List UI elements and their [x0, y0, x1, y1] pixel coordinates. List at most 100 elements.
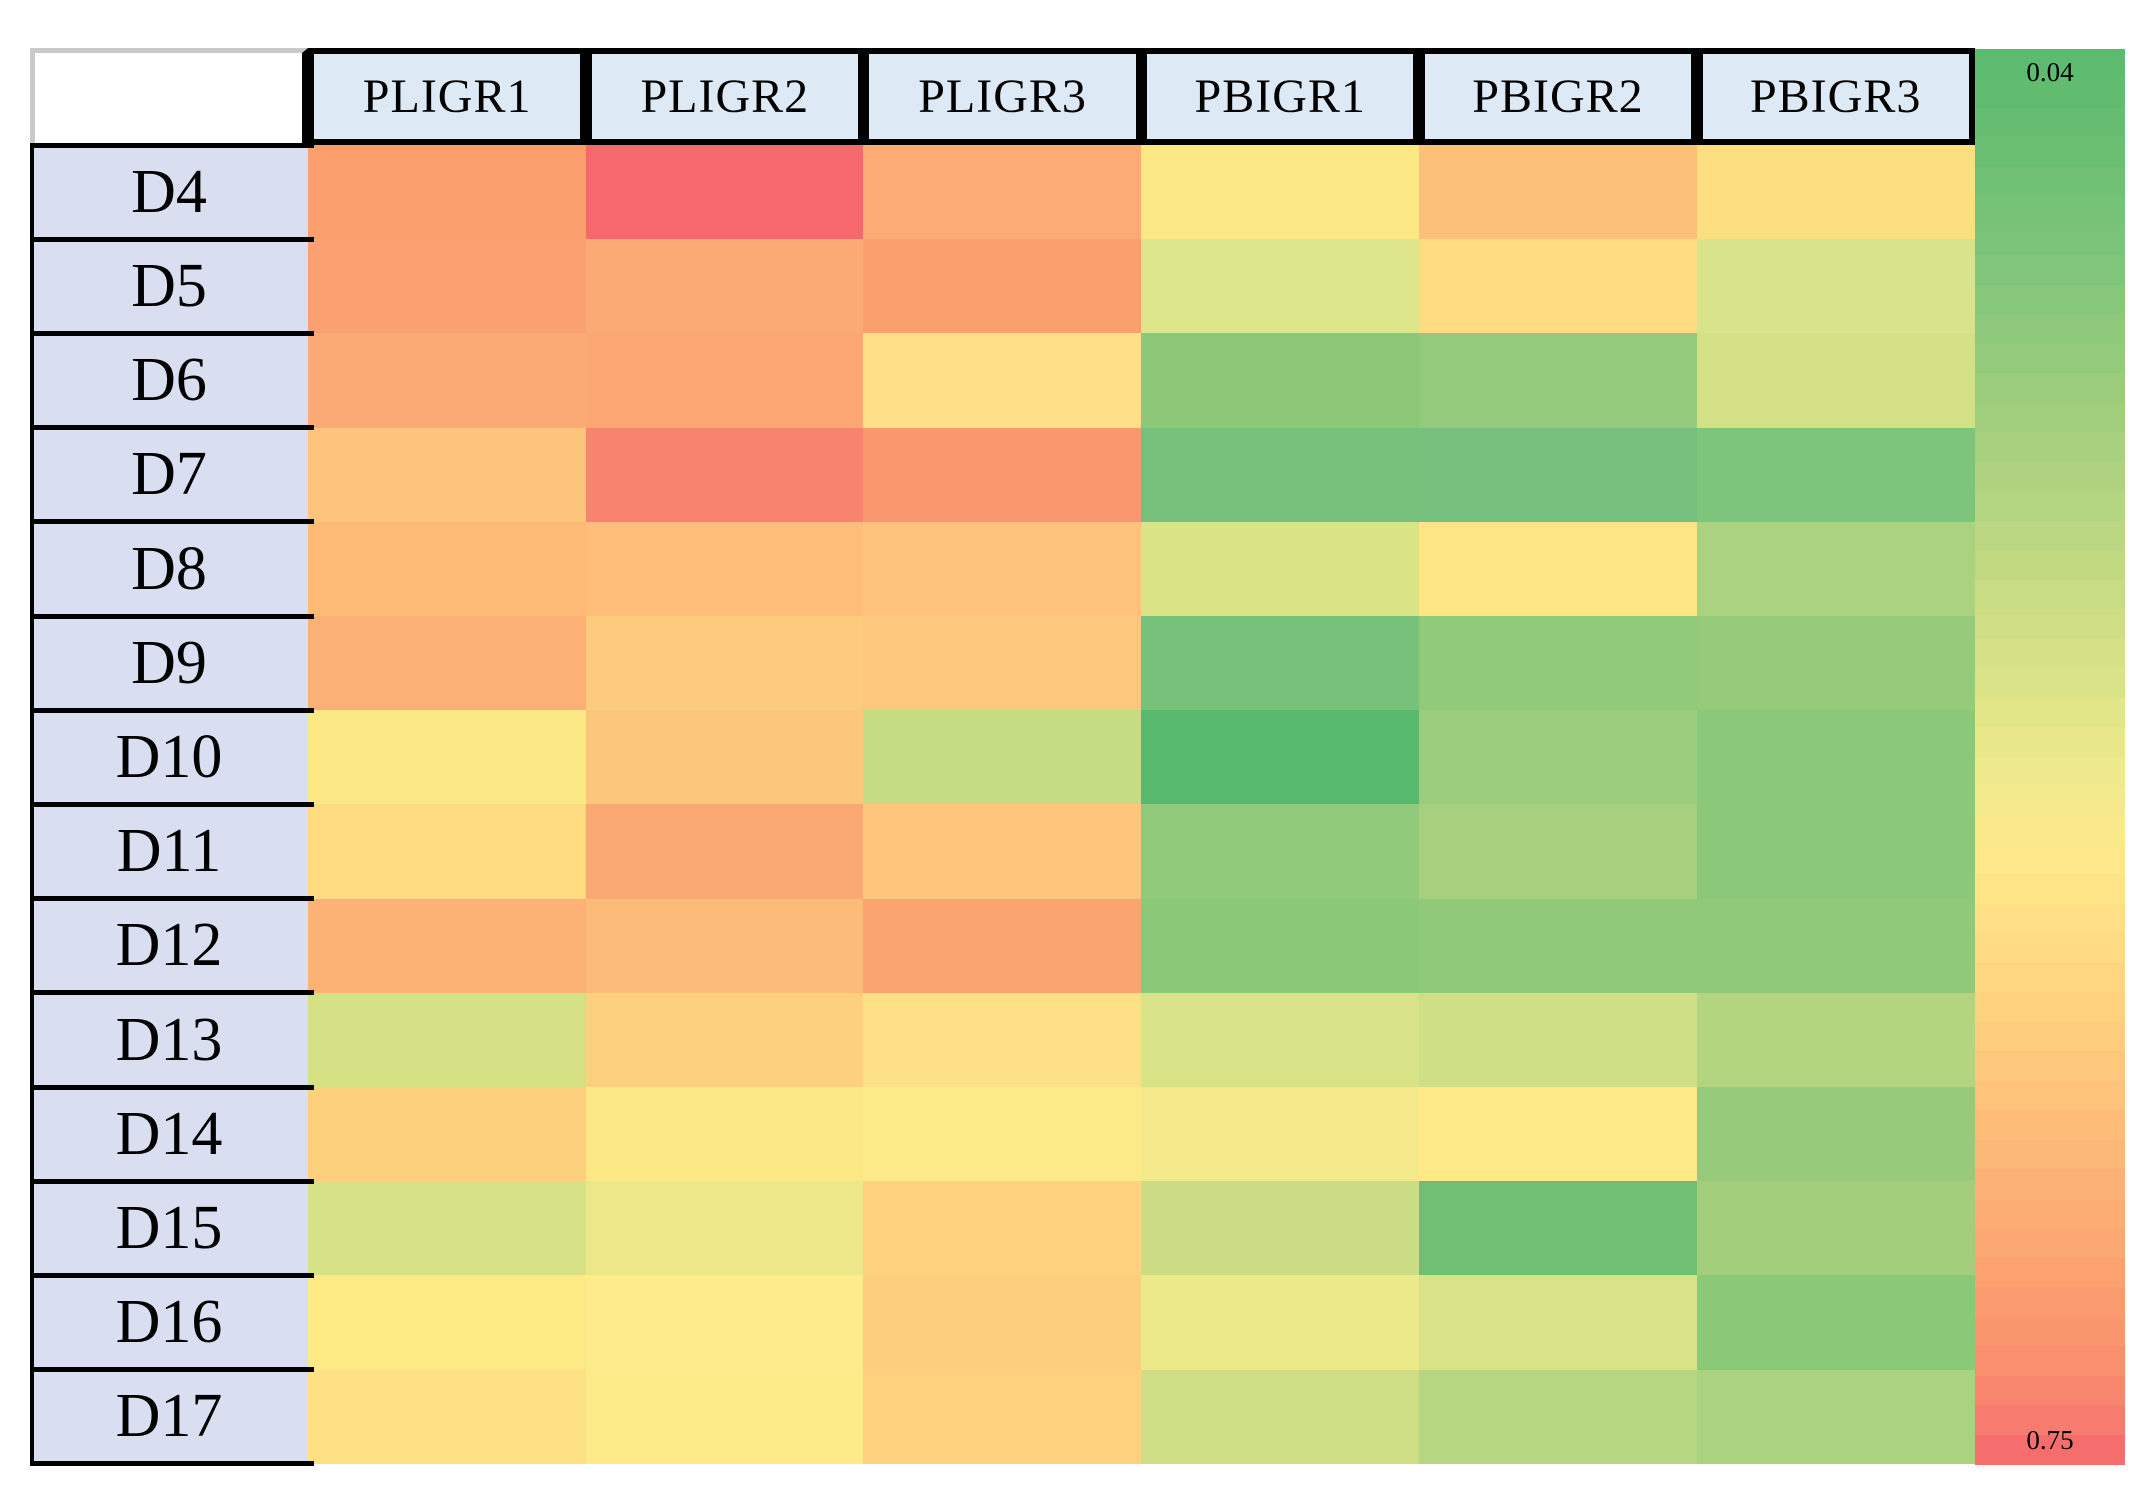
- heatmap-cell-D8-PBIGR2: [1418, 521, 1698, 617]
- colorbar-segment: [1975, 107, 2125, 139]
- colorbar-segment: [1975, 196, 2125, 227]
- colorbar-segment: [1975, 1287, 2125, 1318]
- heatmap-cell-D11-PBIGR2: [1418, 804, 1698, 900]
- row-label-D4: D4: [30, 145, 308, 240]
- heatmap-cell-D5-PLIGR3: [863, 239, 1142, 334]
- colorbar-segment: [1975, 697, 2125, 728]
- row-label-D8: D8: [30, 521, 308, 617]
- heatmap-cell-D12-PLIGR1: [308, 898, 587, 994]
- heatmap-cell-D14-PLIGR1: [308, 1087, 587, 1182]
- colorbar-segment: [1975, 785, 2125, 817]
- column-header-PBIGR1: PBIGR1: [1141, 48, 1420, 145]
- row-border-line: [30, 1178, 314, 1184]
- heatmap-cell-D17-PLIGR2: [585, 1369, 864, 1465]
- heatmap-cell-D15-PBIGR1: [1141, 1181, 1420, 1276]
- colorbar-segment: [1975, 874, 2125, 905]
- row-border-line: [30, 519, 314, 525]
- heatmap-cell-D17-PLIGR1: [308, 1369, 587, 1465]
- column-header-PBIGR2: PBIGR2: [1418, 48, 1698, 145]
- row-label-D7: D7: [30, 427, 308, 523]
- heatmap-cell-D13-PLIGR2: [585, 992, 864, 1088]
- heatmap-cell-D10-PBIGR3: [1696, 710, 1975, 805]
- colorbar-segment: [1975, 373, 2125, 404]
- heatmap-cell-D12-PLIGR3: [863, 898, 1142, 994]
- row-border-line: [30, 896, 314, 902]
- colorbar-segment: [1975, 284, 2125, 315]
- heatmap-cell-D13-PLIGR1: [308, 992, 587, 1088]
- colorbar-segment: [1975, 638, 2125, 669]
- heatmap-cell-D15-PBIGR2: [1418, 1181, 1698, 1276]
- heatmap-cell-D11-PBIGR3: [1696, 804, 1975, 900]
- heatmap-cell-D10-PLIGR1: [308, 710, 587, 805]
- colorbar-segment: [1975, 844, 2125, 876]
- row-label-D9: D9: [30, 616, 308, 711]
- heatmap-cell-D17-PBIGR3: [1696, 1369, 1975, 1465]
- heatmap-cell-D9-PBIGR2: [1418, 616, 1698, 711]
- colorbar-segment: [1975, 1198, 2125, 1229]
- heatmap-cell-D16-PBIGR2: [1418, 1275, 1698, 1371]
- heatmap-cell-D7-PLIGR2: [585, 427, 864, 523]
- heatmap-cell-D11-PBIGR1: [1141, 804, 1420, 900]
- heatmap-cell-D6-PLIGR3: [863, 333, 1142, 429]
- heatmap-cell-D12-PBIGR2: [1418, 898, 1698, 994]
- heatmap-cell-D9-PLIGR1: [308, 616, 587, 711]
- heatmap-cell-D17-PBIGR1: [1141, 1369, 1420, 1465]
- heatmap-cell-D11-PLIGR1: [308, 804, 587, 900]
- colorbar-segment: [1975, 402, 2125, 433]
- row-border-line: [30, 1461, 314, 1467]
- heatmap-cell-D14-PBIGR2: [1418, 1087, 1698, 1182]
- heatmap-cell-D16-PBIGR3: [1696, 1275, 1975, 1371]
- row-border-line: [30, 801, 314, 807]
- heatmap-cell-D5-PBIGR3: [1696, 239, 1975, 334]
- row-border-line: [30, 142, 314, 148]
- colorbar-segment: [1975, 1139, 2125, 1170]
- row-border-line: [30, 707, 314, 713]
- colorbar-segment: [1975, 579, 2125, 610]
- colorbar-segment: [1975, 1021, 2125, 1052]
- heatmap-cell-D5-PLIGR1: [308, 239, 587, 334]
- colorbar: 0.04 0.75: [1975, 49, 2125, 1465]
- column-header-PLIGR1: PLIGR1: [308, 48, 587, 145]
- heatmap-cell-D4-PLIGR3: [863, 145, 1142, 240]
- row-border-line: [30, 1367, 314, 1373]
- heatmap-cell-D7-PLIGR1: [308, 427, 587, 523]
- colorbar-segment: [1975, 49, 2125, 80]
- heatmap-cell-D9-PLIGR2: [585, 616, 864, 711]
- colorbar-segment: [1975, 668, 2125, 699]
- heatmap-cell-D8-PBIGR1: [1141, 521, 1420, 617]
- heatmap-cell-D6-PLIGR2: [585, 333, 864, 429]
- row-border-line: [30, 613, 314, 619]
- row-border-line: [30, 236, 314, 242]
- heatmap-cell-D12-PBIGR3: [1696, 898, 1975, 994]
- colorbar-segment: [1975, 1375, 2125, 1406]
- heatmap-cell-D9-PLIGR3: [863, 616, 1142, 711]
- heatmap-cell-D8-PLIGR1: [308, 521, 587, 617]
- heatmap-cell-D13-PBIGR2: [1418, 992, 1698, 1088]
- row-label-D5: D5: [30, 239, 308, 334]
- corner-cell: [30, 48, 308, 145]
- colorbar-segment: [1975, 727, 2125, 758]
- colorbar-segment: [1975, 432, 2125, 463]
- row-label-D16: D16: [30, 1275, 308, 1371]
- colorbar-segment: [1975, 1228, 2125, 1259]
- colorbar-segment: [1975, 1434, 2125, 1465]
- colorbar-segment: [1975, 1169, 2125, 1200]
- colorbar-min-label: 0.04: [2026, 57, 2074, 87]
- colorbar-segment: [1975, 1316, 2125, 1347]
- colorbar-segment: [1975, 343, 2125, 374]
- row-label-D6: D6: [30, 333, 308, 429]
- colorbar-segment: [1975, 520, 2125, 551]
- colorbar-segment: [1975, 1080, 2125, 1111]
- heatmap-cell-D6-PBIGR2: [1418, 333, 1698, 429]
- heatmap-cell-D17-PBIGR2: [1418, 1369, 1698, 1465]
- heatmap-cell-D4-PBIGR2: [1418, 145, 1698, 240]
- heatmap-cell-D4-PLIGR1: [308, 145, 587, 240]
- colorbar-segment: [1975, 815, 2125, 846]
- colorbar-max-label: 0.75: [2026, 1425, 2074, 1455]
- heatmap-cell-D16-PBIGR1: [1141, 1275, 1420, 1371]
- row-label-D11: D11: [30, 804, 308, 900]
- colorbar-segment: [1975, 933, 2125, 964]
- heatmap-cell-D7-PBIGR3: [1696, 427, 1975, 523]
- colorbar-segment: [1975, 461, 2125, 492]
- heatmap-cell-D4-PLIGR2: [585, 145, 864, 240]
